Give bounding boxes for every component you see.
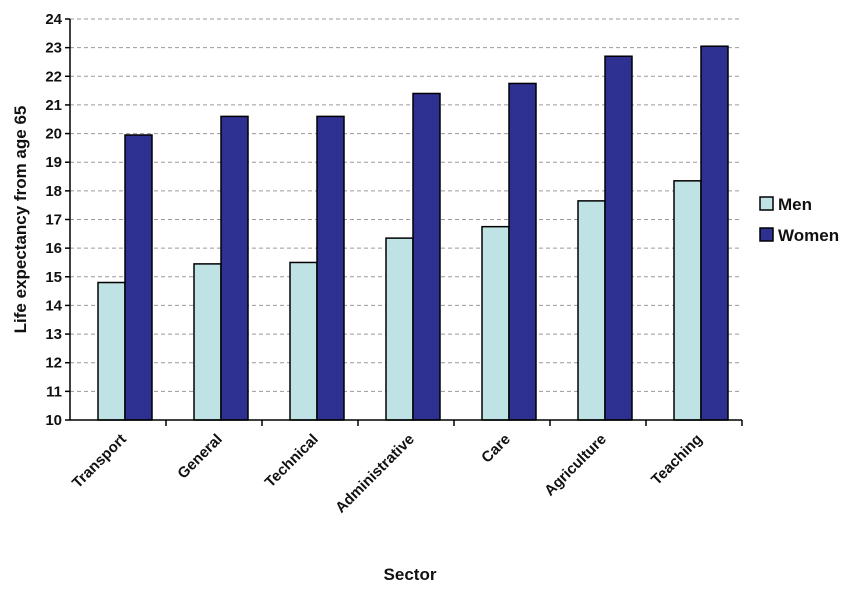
- y-tick-label: 18: [45, 183, 62, 200]
- x-tick-label: General: [174, 431, 226, 483]
- y-axis-title: Life expectancy from age 65: [11, 106, 30, 334]
- y-tick-label: 20: [45, 126, 62, 143]
- bar-men-teaching: [673, 180, 702, 421]
- y-tick-label: 13: [45, 326, 62, 343]
- bar-men-care: [481, 225, 510, 421]
- bars: [97, 45, 729, 421]
- x-tick-label: Administrative: [332, 431, 418, 517]
- bar-women-transport: [124, 134, 153, 421]
- bar-women-technical: [316, 115, 345, 421]
- y-tick-label: 15: [45, 269, 62, 286]
- legend: Men Women: [759, 195, 839, 245]
- legend-swatch-women: [759, 227, 774, 242]
- axes: [65, 18, 743, 426]
- y-tick-label: 22: [45, 68, 62, 85]
- bar-men-administrative: [385, 237, 414, 421]
- y-tick-label: 11: [46, 383, 62, 400]
- bar-men-technical: [289, 261, 318, 421]
- y-tick-label: 21: [45, 97, 62, 114]
- y-tick-labels: 10 11 12 13 14 15 16 17 18 19 20 21 22 23 24: [45, 11, 62, 429]
- bar-women-teaching: [700, 45, 729, 421]
- bar-women-administrative: [412, 92, 441, 421]
- x-axis-title: Sector: [384, 565, 437, 584]
- bar-men-transport: [97, 281, 126, 421]
- legend-label-men: Men: [778, 195, 812, 214]
- legend-label-women: Women: [778, 226, 839, 245]
- y-tick-label: 17: [45, 212, 62, 229]
- y-tick-label: 14: [45, 297, 62, 314]
- x-tick-label: Transport: [69, 431, 130, 492]
- y-tick-label: 10: [45, 412, 62, 429]
- y-tick-label: 12: [45, 355, 62, 372]
- legend-swatch-men: [759, 196, 774, 211]
- bar-men-agriculture: [577, 200, 606, 421]
- x-tick-label: Teaching: [648, 431, 706, 489]
- bar-women-general: [220, 115, 249, 421]
- y-tick-label: 24: [45, 11, 62, 28]
- bar-women-care: [508, 82, 537, 421]
- x-tick-labels: Transport General Technical Administrative C…: [69, 431, 706, 517]
- x-tick-label: Agriculture: [541, 431, 610, 500]
- bar-women-agriculture: [604, 55, 633, 421]
- y-tick-label: 19: [45, 154, 62, 171]
- x-tick-label: Care: [478, 431, 514, 467]
- bar-men-general: [193, 263, 222, 421]
- y-tick-label: 16: [45, 240, 62, 257]
- y-tick-label: 23: [45, 40, 62, 57]
- x-tick-label: Technical: [262, 431, 322, 491]
